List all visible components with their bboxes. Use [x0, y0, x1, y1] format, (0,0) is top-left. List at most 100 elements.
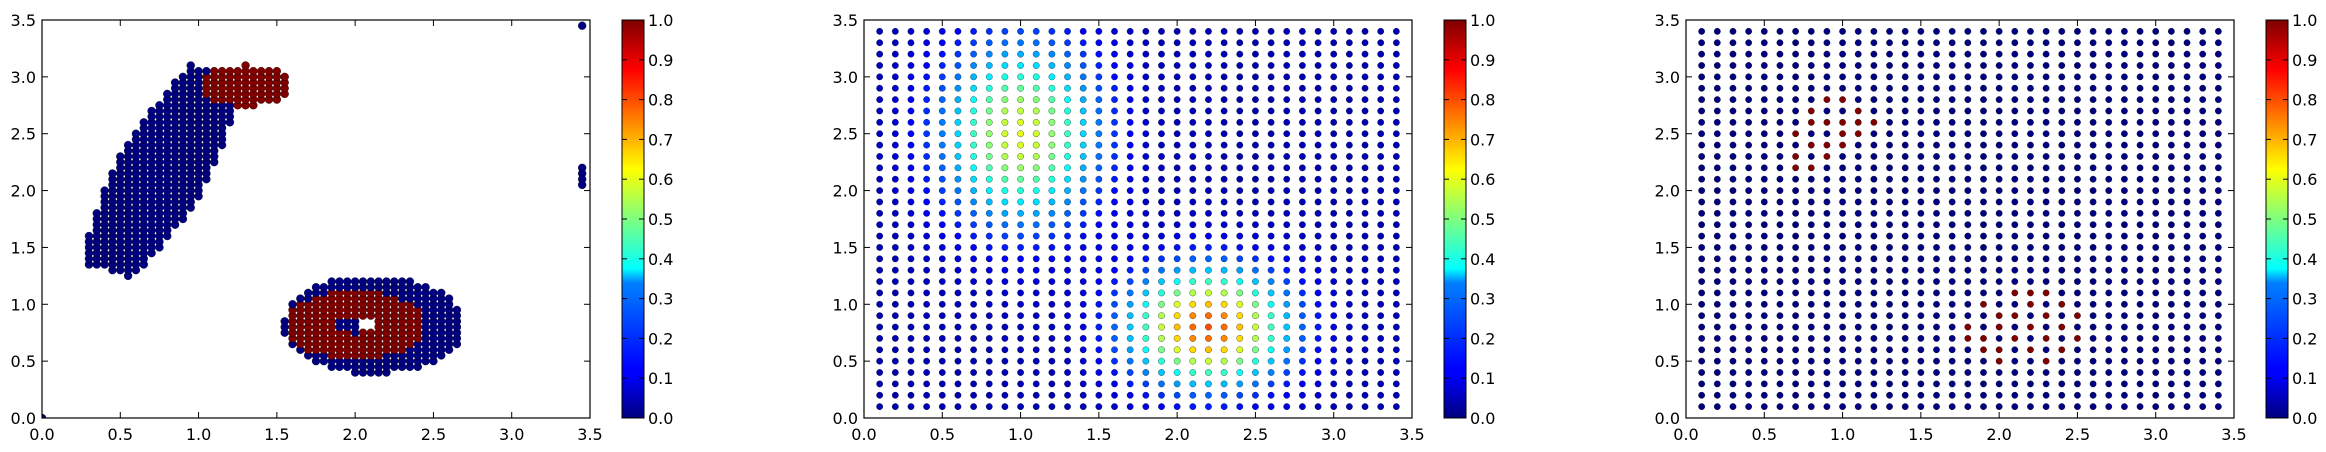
scatter-point [2152, 39, 2160, 47]
scatter-point [1776, 255, 1784, 263]
scatter-point [2183, 289, 2191, 297]
scatter-point [1205, 28, 1212, 35]
scatter-point [1220, 39, 1228, 47]
scatter-point [1299, 278, 1306, 285]
scatter-point [985, 300, 993, 308]
scatter-point [2027, 323, 2034, 331]
scatter-point [1205, 289, 1212, 297]
scatter-point [1236, 118, 1244, 126]
scatter-point [1933, 391, 1940, 399]
scatter-point [1698, 403, 1706, 410]
scatter-point [985, 175, 993, 183]
scatter-point [1283, 39, 1291, 47]
scatter-point [1807, 346, 1815, 354]
scatter-point [2058, 244, 2066, 251]
scatter-point [1236, 175, 1244, 183]
scatter-point [1314, 141, 1322, 149]
scatter-point [1713, 187, 1721, 194]
scatter-point [1236, 244, 1244, 251]
scatter-point [891, 153, 899, 160]
scatter-point [1299, 255, 1306, 263]
scatter-point [1283, 289, 1291, 297]
scatter-point [1173, 221, 1181, 229]
scatter-point [1839, 266, 1846, 274]
scatter-point [1205, 369, 1212, 376]
scatter-point [1330, 118, 1338, 126]
scatter-point [970, 198, 977, 206]
scatter-point [1964, 209, 1972, 217]
scatter-point [1001, 369, 1009, 376]
scatter-point [1776, 312, 1784, 320]
scatter-point [1792, 164, 1799, 172]
scatter-point [1236, 107, 1244, 115]
scatter-point [1346, 346, 1353, 354]
scatter-point [1807, 221, 1815, 229]
scatter-point [1314, 130, 1322, 138]
scatter-point [2042, 164, 2050, 172]
scatter-point [2214, 300, 2222, 308]
scatter-point [985, 312, 993, 320]
scatter-point [923, 198, 930, 206]
scatter-point [1267, 266, 1275, 274]
scatter-point [1361, 28, 1369, 35]
scatter-point [923, 153, 930, 160]
scatter-point [1236, 187, 1244, 194]
scatter-point [1252, 312, 1259, 320]
scatter-point [1980, 278, 1987, 285]
x-tick-label: 3.5 [2221, 425, 2246, 444]
scatter-point [1205, 84, 1212, 92]
scatter-point [1048, 153, 1056, 160]
scatter-point [876, 62, 884, 69]
scatter-point [2042, 244, 2050, 251]
scatter-point [1346, 28, 1353, 35]
scatter-point [2058, 84, 2066, 92]
scatter-point [1839, 289, 1846, 297]
scatter-point [1964, 255, 1972, 263]
scatter-point [2136, 221, 2144, 229]
scatter-point [1314, 84, 1322, 92]
scatter-point [1823, 153, 1831, 160]
scatter-point [1760, 50, 1768, 58]
scatter-point [2042, 232, 2050, 240]
scatter-point [954, 62, 962, 69]
scatter-point [1807, 84, 1815, 92]
scatter-point [1392, 96, 1400, 103]
scatter-point [2011, 107, 2019, 115]
scatter-point [1283, 391, 1291, 399]
scatter-point [1839, 141, 1846, 149]
scatter-point [2199, 107, 2207, 115]
scatter-point [2074, 357, 2081, 365]
scatter-point [1205, 141, 1212, 149]
scatter-point [1377, 28, 1385, 35]
scatter-point [1917, 198, 1925, 206]
scatter-point [907, 391, 915, 399]
scatter-point [421, 283, 430, 292]
scatter-point [1189, 84, 1197, 92]
scatter-point [1017, 130, 1024, 138]
scatter-point [1252, 232, 1259, 240]
scatter-point [2168, 28, 2175, 35]
scatter-point [1158, 221, 1165, 229]
scatter-point [1995, 357, 2003, 365]
colorbar-tick-label: 0.0 [648, 409, 673, 428]
scatter-point [1205, 391, 1212, 399]
scatter-point [1792, 28, 1799, 35]
scatter-point [2042, 62, 2050, 69]
scatter-point [1048, 380, 1056, 388]
scatter-point [938, 153, 946, 160]
scatter-point [938, 221, 946, 229]
scatter-point [1361, 300, 1369, 308]
scatter-point [2136, 323, 2144, 331]
scatter-point [1776, 187, 1784, 194]
scatter-point [1017, 107, 1024, 115]
scatter-point [1330, 198, 1338, 206]
scatter-point [2105, 28, 2113, 35]
scatter-point [938, 300, 946, 308]
scatter-point [1698, 255, 1706, 263]
scatter-point [1236, 198, 1244, 206]
scatter-point [1729, 153, 1737, 160]
scatter-point [1995, 209, 2003, 217]
scatter-point [1048, 255, 1056, 263]
scatter-point [1142, 403, 1150, 410]
scatter-point [1032, 255, 1040, 263]
